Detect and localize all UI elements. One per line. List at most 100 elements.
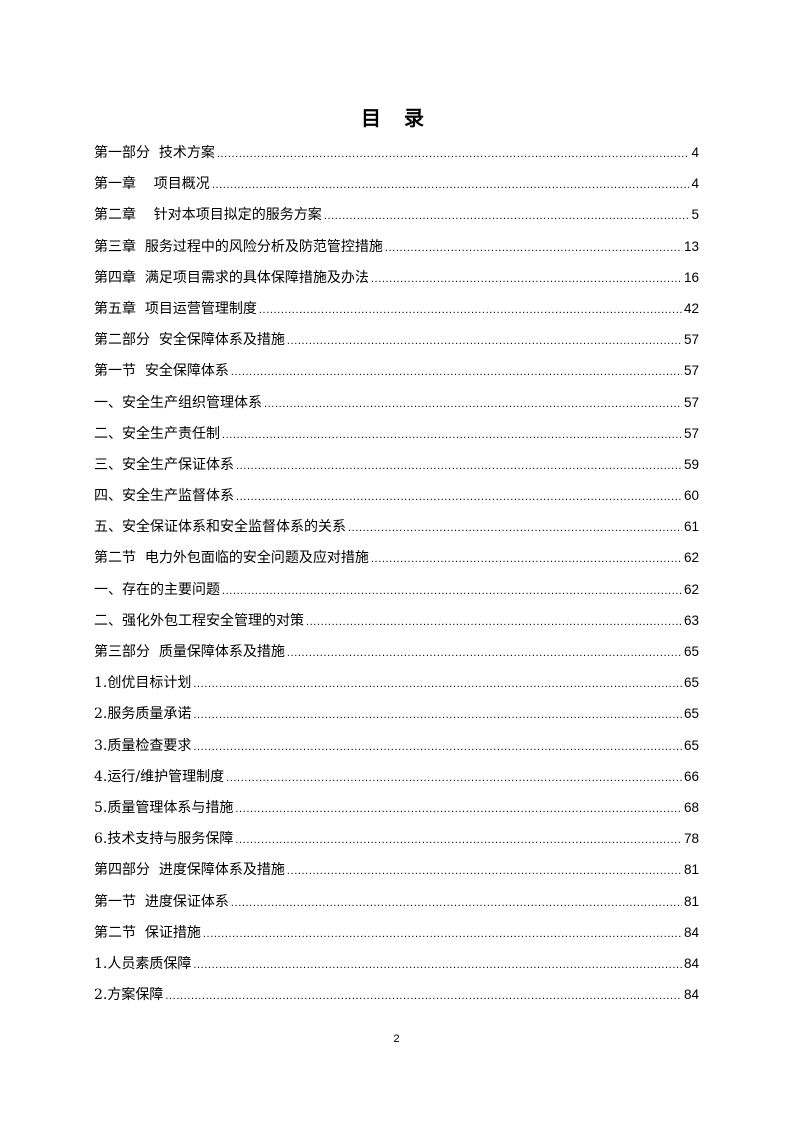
toc-entry-page: 65 (683, 706, 699, 722)
toc-entry-page: 65 (683, 737, 699, 753)
dot-leader (203, 923, 682, 945)
dot-leader (287, 642, 682, 664)
toc-entry[interactable]: 2.方案保障 84 (94, 984, 699, 1015)
toc-entry[interactable]: 第四章 满足项目需求的具体保障措施及办法 16 (94, 267, 699, 298)
toc-entry[interactable]: 6.技术支持与服务保障 78 (94, 828, 699, 859)
toc-entry-label: 第二节 电力外包面临的安全问题及应对措施 (94, 550, 369, 567)
dot-leader (231, 361, 682, 383)
toc-entry-label: 二、强化外包工程安全管理的对策 (94, 612, 304, 629)
toc-entry[interactable]: 第三部分 质量保障体系及措施 65 (94, 641, 699, 672)
toc-entry-label: 一、安全生产组织管理体系 (94, 394, 262, 411)
toc-entry-label: 第二节 保证措施 (94, 924, 201, 941)
dot-leader (385, 237, 682, 259)
toc-entry[interactable]: 1.创优目标计划 65 (94, 672, 699, 703)
toc-entry[interactable]: 5.质量管理体系与措施 68 (94, 797, 699, 828)
toc-entry-page: 57 (683, 394, 699, 410)
toc-entry-label: 第四章 满足项目需求的具体保障措施及办法 (94, 269, 369, 286)
toc-entry-label: 一、存在的主要问题 (94, 581, 220, 598)
toc-entry-page: 57 (683, 425, 699, 441)
toc-entry[interactable]: 3.质量检查要求 65 (94, 735, 699, 766)
toc-entry[interactable]: 第五章 项目运营管理制度 42 (94, 298, 699, 329)
toc-entry-label: 第五章 项目运营管理制度 (94, 300, 257, 317)
dot-leader (324, 205, 690, 227)
dot-leader (235, 798, 682, 820)
toc-entry-page: 81 (683, 893, 699, 909)
toc-entry[interactable]: 第二章 针对本项目拟定的服务方案 5 (94, 204, 699, 235)
dot-leader (236, 455, 682, 477)
toc-entry[interactable]: 一、安全生产组织管理体系 57 (94, 392, 699, 423)
toc-entry[interactable]: 第二节 保证措施 84 (94, 922, 699, 953)
toc-entry-label: 第二章 针对本项目拟定的服务方案 (94, 207, 322, 224)
toc-entry[interactable]: 第四部分 进度保障体系及措施 81 (94, 859, 699, 890)
toc-entry[interactable]: 第二节 电力外包面临的安全问题及应对措施 62 (94, 547, 699, 578)
dot-leader (212, 174, 690, 196)
toc-entry-page: 13 (683, 238, 699, 254)
toc-entry-label: 二、安全生产责任制 (94, 425, 220, 442)
dot-leader (193, 954, 682, 976)
toc-entry[interactable]: 三、安全生产保证体系 59 (94, 454, 699, 485)
toc-entry-page: 84 (683, 955, 699, 971)
toc-entry-page: 42 (683, 300, 699, 316)
toc-entry-page: 81 (683, 862, 699, 878)
toc-entry-page: 16 (683, 269, 699, 285)
toc-entry[interactable]: 第一节 安全保障体系 57 (94, 360, 699, 391)
dot-leader (222, 424, 682, 446)
toc-entry-label: 3.质量检查要求 (94, 737, 192, 754)
toc-entry-label: 第二部分 安全保障体系及措施 (94, 332, 285, 349)
toc-entry[interactable]: 4.运行/维护管理制度 66 (94, 766, 699, 797)
toc-entry-page: 4 (691, 176, 699, 192)
dot-leader (222, 580, 682, 602)
toc-entry-page: 78 (683, 831, 699, 847)
dot-leader (193, 704, 682, 726)
toc-entry[interactable]: 一、存在的主要问题 62 (94, 579, 699, 610)
dot-leader (226, 767, 682, 789)
toc-entry[interactable]: 第一章 项目概况 4 (94, 173, 699, 204)
toc-entry-page: 57 (683, 332, 699, 348)
toc-entry-label: 1.人员素质保障 (94, 955, 192, 972)
toc-entry[interactable]: 五、安全保证体系和安全监督体系的关系 61 (94, 516, 699, 547)
dot-leader (193, 736, 682, 758)
toc-entry-label: 五、安全保证体系和安全监督体系的关系 (94, 519, 346, 536)
dot-leader (348, 517, 682, 539)
toc-entry-page: 84 (683, 987, 699, 1003)
toc-entry-label: 第一章 项目概况 (94, 176, 210, 193)
dot-leader (371, 268, 682, 290)
toc-entry[interactable]: 二、安全生产责任制 57 (94, 423, 699, 454)
toc-entry[interactable]: 第一部分 技术方案 4 (94, 142, 699, 173)
toc-entry[interactable]: 第一节 进度保证体系 81 (94, 891, 699, 922)
dot-leader (264, 393, 682, 415)
toc-entry-label: 1.创优目标计划 (94, 675, 192, 692)
toc-entry[interactable]: 第二部分 安全保障体系及措施 57 (94, 329, 699, 360)
toc-entry-page: 4 (691, 145, 699, 160)
toc-entry-label: 三、安全生产保证体系 (94, 456, 234, 473)
dot-leader (165, 985, 682, 1007)
dot-leader (231, 892, 682, 914)
toc-entry-label: 第四部分 进度保障体系及措施 (94, 862, 285, 879)
toc-entry-label: 第一节 进度保证体系 (94, 893, 229, 910)
dot-leader (287, 330, 682, 352)
toc-entry-label: 第三部分 质量保障体系及措施 (94, 644, 285, 660)
toc-entry-page: 5 (691, 207, 699, 223)
dot-leader (306, 611, 682, 633)
toc-entry[interactable]: 二、强化外包工程安全管理的对策 63 (94, 610, 699, 641)
dot-leader (235, 829, 682, 851)
dot-leader (193, 673, 682, 695)
toc-entry[interactable]: 第三章 服务过程中的风险分析及防范管控措施 13 (94, 236, 699, 267)
toc-entry-page: 59 (683, 456, 699, 472)
dot-leader (236, 486, 682, 508)
toc-entry-page: 68 (683, 799, 699, 815)
toc-entry[interactable]: 四、安全生产监督体系 60 (94, 485, 699, 516)
toc-entry[interactable]: 2.服务质量承诺 65 (94, 703, 699, 734)
toc-entry-page: 63 (683, 612, 699, 628)
toc-entry[interactable]: 1.人员素质保障 84 (94, 953, 699, 984)
page-number: 2 (393, 1033, 400, 1045)
toc-entry-page: 62 (683, 581, 699, 597)
toc-entry-label: 5.质量管理体系与措施 (94, 799, 234, 816)
toc-entry-label: 第三章 服务过程中的风险分析及防范管控措施 (94, 238, 383, 255)
toc-entry-label: 第一部分 技术方案 (94, 145, 215, 161)
toc-entry-page: 62 (683, 550, 699, 566)
toc-entry-label: 6.技术支持与服务保障 (94, 831, 234, 848)
toc-title: 目 录 (361, 106, 432, 130)
dot-leader (217, 143, 690, 165)
toc-entry-page: 60 (683, 488, 699, 504)
